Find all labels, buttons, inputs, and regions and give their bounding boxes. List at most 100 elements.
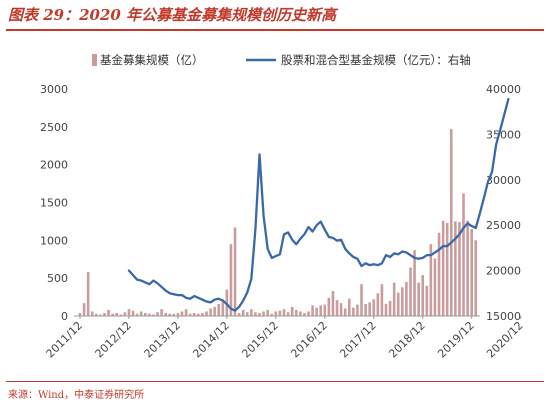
bar — [123, 312, 127, 316]
bar — [180, 311, 184, 316]
bar — [188, 313, 192, 316]
bar — [380, 284, 384, 316]
bar — [454, 221, 457, 316]
bar — [82, 303, 86, 316]
bar — [103, 312, 106, 316]
bar — [250, 309, 253, 316]
left-tick-label: 2000 — [40, 159, 68, 172]
bar — [282, 309, 286, 316]
bar — [433, 258, 437, 316]
left-tick-label: 3000 — [40, 83, 68, 96]
bar — [192, 312, 196, 316]
bar — [458, 222, 461, 316]
bar — [156, 312, 159, 316]
chart-title: 图表 29：2020 年公募基金募集规模创历史新高 — [8, 6, 337, 24]
right-tick-label: 15000 — [486, 310, 521, 323]
bar — [201, 312, 204, 316]
right-tick-label: 35000 — [486, 128, 521, 141]
bar — [107, 309, 110, 316]
bar — [352, 307, 355, 316]
bar — [95, 313, 98, 316]
left-tick-label: 1500 — [40, 197, 68, 210]
bar — [409, 267, 412, 316]
bar — [392, 282, 396, 316]
bar — [347, 298, 351, 316]
bar — [299, 311, 302, 316]
bar — [417, 282, 420, 316]
legend-line-label: 股票和混合型基金规模（亿元）：右轴 — [281, 53, 471, 67]
bar — [474, 240, 478, 316]
left-tick-label: 1000 — [40, 234, 68, 247]
bar — [437, 232, 441, 316]
x-tick-label: 2016/12 — [288, 319, 330, 361]
bar — [143, 312, 147, 316]
bar — [197, 313, 200, 316]
bar — [368, 302, 371, 316]
right-tick-label: 30000 — [486, 174, 521, 187]
bar — [135, 313, 139, 316]
line-series — [127, 97, 510, 312]
title-divider — [6, 29, 544, 31]
left-tick-label: 2500 — [40, 121, 68, 134]
bar — [356, 304, 359, 316]
bar — [388, 300, 392, 316]
chart: 基金募集规模（亿） 股票和混合型基金规模（亿元）：右轴 0 500 1000 1500… — [40, 53, 526, 360]
legend-bar-swatch — [92, 54, 97, 66]
bar — [470, 228, 473, 316]
bar — [168, 313, 172, 316]
bar — [401, 287, 404, 316]
right-axis: 15000 20000 25000 30000 35000 40000 — [486, 83, 521, 323]
bar — [152, 314, 155, 316]
right-tick-label: 40000 — [486, 83, 521, 96]
left-tick-label: 500 — [47, 272, 68, 285]
bar — [405, 281, 408, 316]
bar — [339, 303, 343, 316]
x-axis: 2011/12 2012/12 2013/12 2014/12 2015/12 2016/… — [44, 316, 526, 360]
bar — [245, 312, 249, 316]
x-tick-label: 2018/12 — [386, 319, 428, 361]
bar — [421, 275, 425, 316]
left-tick-label: 0 — [61, 310, 68, 323]
right-tick-label: 20000 — [486, 265, 521, 278]
x-tick-label: 2013/12 — [142, 319, 184, 361]
bar — [90, 311, 94, 316]
bar — [396, 292, 400, 316]
bar — [372, 299, 376, 316]
bar — [127, 309, 131, 316]
bar — [258, 312, 261, 316]
bar — [343, 308, 347, 316]
bar — [111, 313, 114, 316]
legend-bar-label: 基金募集规模（亿） — [100, 53, 204, 67]
bar — [413, 250, 416, 316]
bar — [213, 306, 216, 316]
bar — [360, 284, 363, 316]
bar — [209, 308, 212, 316]
bar — [303, 312, 306, 316]
bar — [172, 313, 176, 316]
bar — [237, 312, 241, 316]
bar — [335, 300, 339, 316]
bar — [262, 311, 265, 316]
bar — [184, 309, 188, 316]
bar — [294, 309, 298, 316]
bar — [278, 310, 282, 316]
bar — [164, 312, 167, 316]
bar — [241, 309, 245, 316]
bar — [466, 220, 469, 316]
bar — [445, 222, 449, 316]
bar — [425, 285, 429, 316]
bar — [217, 303, 221, 316]
bar — [78, 312, 82, 316]
bar — [331, 291, 335, 316]
bar — [274, 311, 278, 316]
bar — [99, 314, 102, 316]
bar — [229, 244, 233, 316]
bar — [254, 312, 257, 316]
bar — [86, 272, 90, 316]
bar — [266, 309, 269, 316]
bar — [290, 306, 294, 316]
bar — [384, 303, 388, 316]
right-tick-label: 25000 — [486, 219, 521, 232]
bar — [307, 311, 310, 316]
bar — [270, 313, 274, 316]
